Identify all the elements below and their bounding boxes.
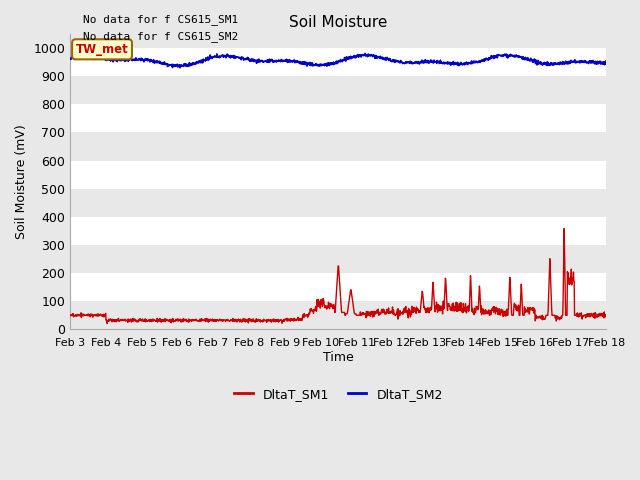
Title: Soil Moisture: Soil Moisture — [289, 15, 388, 30]
Legend: DltaT_SM1, DltaT_SM2: DltaT_SM1, DltaT_SM2 — [229, 383, 448, 406]
X-axis label: Time: Time — [323, 351, 354, 364]
Text: TW_met: TW_met — [76, 43, 129, 56]
Text: No data for f CS615_SM1: No data for f CS615_SM1 — [83, 14, 239, 25]
Y-axis label: Soil Moisture (mV): Soil Moisture (mV) — [15, 124, 28, 239]
Bar — [70, 273, 606, 301]
Bar — [70, 48, 606, 76]
Bar — [70, 160, 606, 189]
Bar — [70, 217, 606, 245]
Bar — [70, 104, 606, 132]
Text: No data for f CS615_SM2: No data for f CS615_SM2 — [83, 31, 239, 42]
